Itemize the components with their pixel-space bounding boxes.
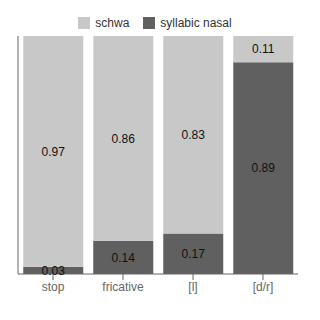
svg-text:0.83: 0.83 <box>182 128 206 142</box>
svg-text:0.03: 0.03 <box>42 264 66 278</box>
svg-text:fricative: fricative <box>102 280 144 294</box>
svg-text:0.11: 0.11 <box>252 42 275 56</box>
svg-text:0.97: 0.97 <box>42 145 66 159</box>
html-text:schwa: schwa <box>95 16 130 30</box>
svg-text:[d/r]: [d/r] <box>253 280 274 294</box>
svg-text:[l]: [l] <box>188 280 197 294</box>
svg-text:0.17: 0.17 <box>182 247 206 261</box>
html-text:syllabic nasal: syllabic nasal <box>160 16 232 30</box>
svg-text:0.86: 0.86 <box>112 132 136 146</box>
svg-text:0.89: 0.89 <box>252 161 276 175</box>
svg-text:0.14: 0.14 <box>112 251 136 265</box>
svg-text:stop: stop <box>42 280 65 294</box>
